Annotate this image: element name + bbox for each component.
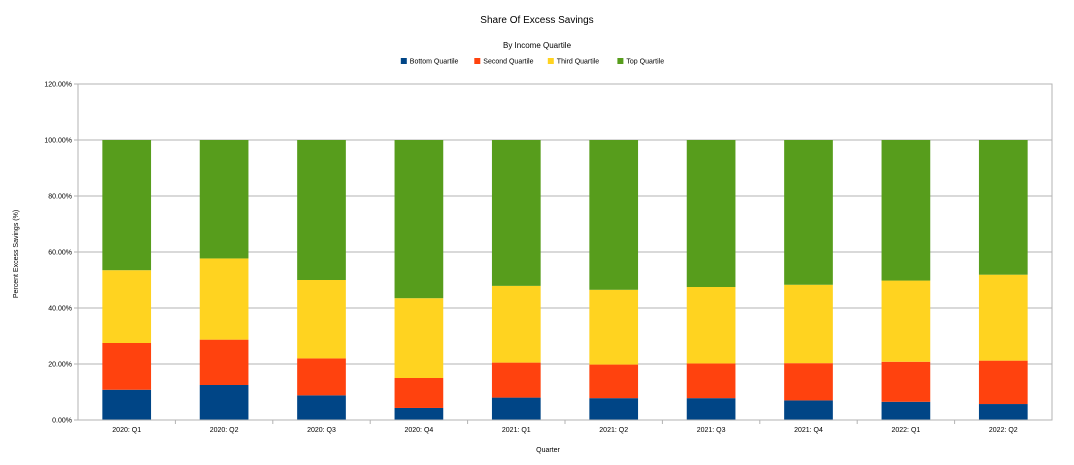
bar-segment — [978, 274, 1028, 361]
x-axis-ticks: 2020: Q1 2020: Q2 2020: Q3 2020: Q4 2021: Q1… — [112, 420, 1018, 434]
y-tick-label: 120.00% — [44, 82, 72, 89]
legend-label: Bottom Quartile — [410, 59, 459, 66]
bar-segment — [978, 360, 1028, 405]
bar-segment — [784, 400, 833, 420]
legend-label: Third Quartile — [557, 59, 600, 66]
y-tick-label: 20.00% — [48, 362, 72, 369]
chart-subtitle: By Income Quartile — [503, 41, 572, 50]
legend-swatch — [617, 58, 624, 64]
x-tick-label: 2021: Q4 — [794, 427, 823, 434]
bar-segment — [297, 140, 346, 280]
bar-segment — [686, 398, 736, 420]
bar-segment — [297, 280, 346, 359]
bar-segment — [784, 284, 833, 364]
plot-area — [77, 83, 1053, 421]
x-tick-label: 2020: Q3 — [307, 427, 336, 434]
bar-segment — [589, 364, 639, 399]
bar-segment — [199, 140, 249, 259]
bar-segment — [881, 280, 931, 362]
bar-segment — [589, 398, 639, 420]
bar-segment — [491, 140, 541, 286]
legend-swatch — [547, 58, 554, 64]
x-tick-label: 2021: Q3 — [697, 427, 726, 434]
bar-segment — [686, 287, 736, 364]
bar-segment — [199, 385, 249, 420]
bar-segment — [589, 289, 639, 365]
bar-segment — [102, 343, 152, 390]
bar-segment — [199, 339, 249, 385]
bar-segment — [297, 395, 346, 420]
bar-segment — [394, 378, 444, 408]
bar-segment — [881, 401, 931, 420]
x-tick-label: 2020: Q4 — [404, 427, 433, 434]
bar-segment — [102, 140, 152, 271]
bar-segment — [589, 140, 639, 290]
bar-segment — [491, 362, 541, 398]
bar-segment — [394, 298, 444, 378]
bar-segment — [784, 140, 833, 285]
bar-segment — [978, 140, 1028, 275]
bar-segment — [102, 270, 152, 343]
bar-segment — [199, 258, 249, 340]
bar-segment — [881, 361, 931, 402]
bar-segment — [394, 140, 444, 299]
x-tick-label: 2020: Q1 — [112, 427, 141, 434]
legend-swatch — [400, 58, 407, 64]
bar-segment — [978, 404, 1028, 420]
chart-title: Share Of Excess Savings — [480, 15, 593, 26]
x-axis-label: Quarter — [536, 447, 560, 454]
x-tick-label: 2022: Q2 — [989, 427, 1018, 434]
legend: Bottom Quartile Second Quartile Third Quar… — [400, 58, 664, 66]
bar-segment — [394, 407, 444, 420]
bar-segment — [102, 389, 152, 420]
legend-label: Top Quartile — [626, 59, 664, 66]
legend-label: Second Quartile — [483, 59, 533, 66]
y-axis-ticks: 0.00% 20.00% 40.00% 60.00% 80.00% 100.00% 120.… — [44, 82, 72, 425]
bars — [102, 140, 1028, 420]
y-tick-label: 40.00% — [48, 306, 72, 313]
x-tick-label: 2022: Q1 — [891, 427, 920, 434]
legend-swatch — [474, 58, 481, 64]
bar-segment — [491, 397, 541, 420]
bar-segment — [686, 140, 736, 287]
bar-segment — [686, 363, 736, 399]
bar-segment — [491, 285, 541, 363]
y-axis-label: Percent Excess Savings (%) — [13, 210, 20, 298]
x-tick-label: 2020: Q2 — [210, 427, 239, 434]
y-tick-label: 0.00% — [52, 418, 72, 425]
y-tick-label: 60.00% — [48, 250, 72, 257]
x-tick-label: 2021: Q1 — [502, 427, 531, 434]
y-tick-label: 100.00% — [44, 138, 72, 145]
bar-segment — [881, 140, 931, 281]
bar-segment — [784, 363, 833, 401]
bar-segment — [297, 358, 346, 396]
x-tick-label: 2021: Q2 — [599, 427, 628, 434]
y-tick-label: 80.00% — [48, 194, 72, 201]
